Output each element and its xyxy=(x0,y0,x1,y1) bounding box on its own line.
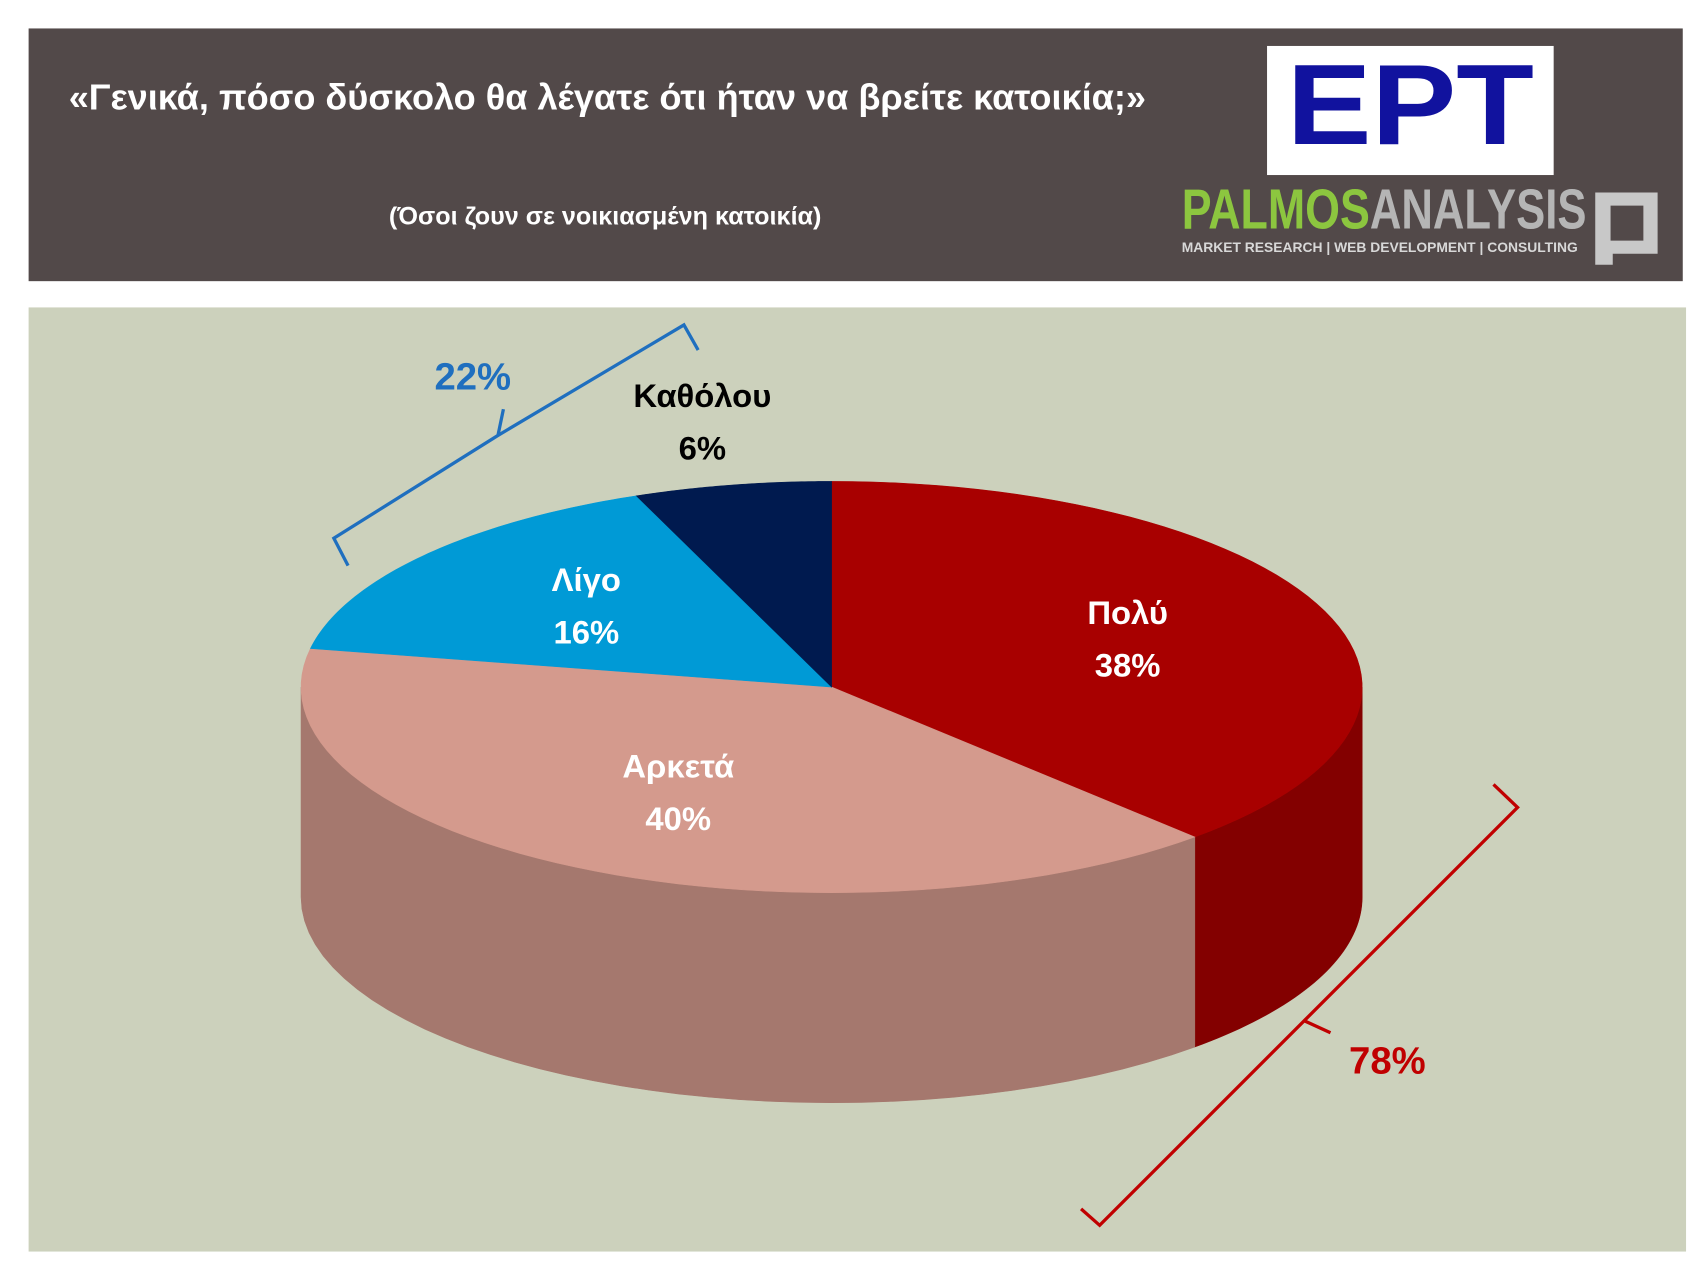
bracket xyxy=(331,322,700,567)
slice xyxy=(831,481,1363,838)
annotation: 22% xyxy=(434,356,511,399)
logo-icon xyxy=(1595,192,1658,265)
value-label: 40% xyxy=(645,800,711,837)
logo-company-a: PALMOS xyxy=(1182,178,1370,241)
slice xyxy=(309,495,833,688)
slice xyxy=(635,481,832,688)
slice-label: Λίγο xyxy=(552,561,621,598)
logo-brand: ΕΡΤ xyxy=(1287,42,1534,169)
value-label: 38% xyxy=(1095,647,1161,684)
slice-label: Αρκετά xyxy=(622,748,734,785)
value-label: 16% xyxy=(553,613,619,650)
slice xyxy=(300,648,1196,893)
value-label: 6% xyxy=(679,429,726,466)
title-box: «Γενικά, πόσο δύσκολο θα λέγατε ότι ήταν… xyxy=(68,76,1146,118)
annotation: 78% xyxy=(1349,1039,1426,1082)
chart-subtitle: (Όσοι ζουν σε νοικιασμένη κατοικία) xyxy=(389,202,822,230)
logo-box xyxy=(1267,45,1554,176)
chart-title: «Γενικά, πόσο δύσκολο θα λέγατε ότι ήταν… xyxy=(68,76,1146,118)
slice-label: Πολύ xyxy=(1087,594,1168,631)
logo-tagline: MARKET RESEARCH | WEB DEVELOPMENT | CONS… xyxy=(1182,240,1578,256)
slice-label: Καθόλου xyxy=(633,377,771,414)
bracket xyxy=(1079,783,1520,1228)
pie: Πολύ 38% Αρκετά 40% Λίγο 16% Καθόλου 6% xyxy=(300,377,1363,1104)
logo-company-b: ANALYSIS xyxy=(1370,178,1587,241)
